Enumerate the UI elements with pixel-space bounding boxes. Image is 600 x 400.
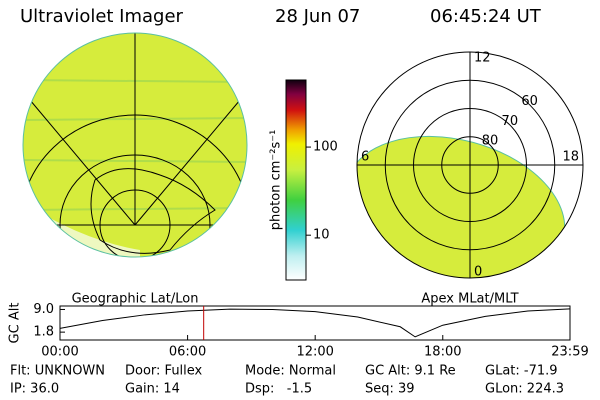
info-field: IP: 36.0 xyxy=(10,382,59,397)
colorbar-label: photon cm⁻²s⁻¹ xyxy=(269,130,284,231)
alt-ytick-label: 9.0 xyxy=(33,302,54,317)
colorbar xyxy=(285,79,307,281)
info-field: GLat: -71.9 xyxy=(485,364,558,379)
info-field: Flt: UNKNOWN xyxy=(10,364,105,379)
alt-ylabel: GC Alt xyxy=(8,303,23,344)
title: Ultraviolet Imager xyxy=(20,6,184,27)
alt-xtick-label: 23:59 xyxy=(551,345,588,360)
alt-xtick-label: 12:00 xyxy=(296,345,333,360)
info-field: Mode: Normal xyxy=(245,364,336,379)
left-caption: Geographic Lat/Lon xyxy=(72,292,199,307)
left-map: Geographic Lat/Lon xyxy=(22,32,248,307)
mlt-label: 0 xyxy=(474,265,482,280)
alt-ytick-label: 1.8 xyxy=(33,325,54,340)
info-field: Door: Fullex xyxy=(125,364,203,379)
alt-plot-frame xyxy=(59,305,571,341)
info-field: GC Alt: 9.1 Re xyxy=(365,364,456,379)
right-caption: Apex MLat/MLT xyxy=(421,292,518,307)
info-field: Dsp: -1.5 xyxy=(245,382,312,397)
info-field: Gain: 14 xyxy=(125,382,180,397)
date: 28 Jun 07 xyxy=(275,6,360,27)
mlt-label: 6 xyxy=(361,150,369,165)
colorbar-tick-label: 100 xyxy=(313,140,338,155)
time: 06:45:24 UT xyxy=(430,6,542,27)
info-field: GLon: 224.3 xyxy=(485,382,564,397)
lat-label: 70 xyxy=(502,114,519,129)
lat-label: 60 xyxy=(521,94,538,109)
lat-label: 80 xyxy=(482,134,499,149)
alt-curve xyxy=(59,308,571,338)
alt-xtick-label: 00:00 xyxy=(41,345,78,360)
colorbar-tick-label: 10 xyxy=(313,228,330,243)
alt-xtick-label: 18:00 xyxy=(424,345,461,360)
alt-xtick-label: 06:00 xyxy=(169,345,206,360)
mlt-label: 12 xyxy=(474,51,491,66)
info-field: Seq: 39 xyxy=(365,382,415,397)
mlt-label: 18 xyxy=(562,150,579,165)
